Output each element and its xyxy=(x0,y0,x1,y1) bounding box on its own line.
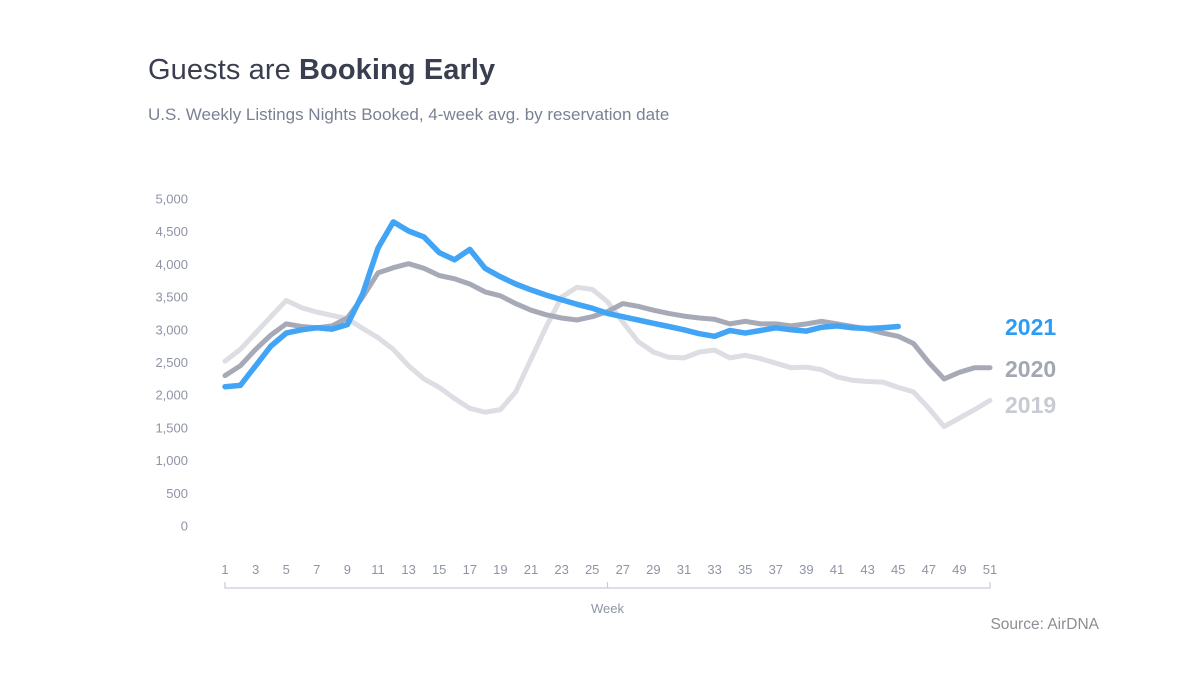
line-2020 xyxy=(222,261,993,382)
y-tick-label: 500 xyxy=(166,486,188,501)
y-tick-label: 2,000 xyxy=(155,388,188,403)
x-tick-label: 29 xyxy=(646,562,660,577)
x-tick-label: 33 xyxy=(707,562,721,577)
x-tick-label: 37 xyxy=(769,562,783,577)
x-tick-label: 51 xyxy=(983,562,997,577)
x-axis-line xyxy=(224,582,991,589)
x-tick-label: 49 xyxy=(952,562,966,577)
x-tick-label: 45 xyxy=(891,562,905,577)
legend-item-2021: 2021 xyxy=(1005,314,1057,340)
y-tick-label: 0 xyxy=(181,519,188,534)
legend-item-2020: 2020 xyxy=(1005,356,1057,382)
x-tick-label: 1 xyxy=(221,562,228,577)
x-tick-label: 23 xyxy=(554,562,568,577)
chart-subtitle: U.S. Weekly Listings Nights Booked, 4-we… xyxy=(148,105,670,124)
y-tick-label: 2,500 xyxy=(155,355,188,370)
x-tick-label: 21 xyxy=(524,562,538,577)
page-title: Guests are Booking Early xyxy=(148,52,495,88)
page-title-bold: Booking Early xyxy=(299,54,496,86)
page-title-regular: Guests are xyxy=(148,54,299,86)
x-tick-label: 7 xyxy=(313,562,320,577)
x-tick-label: 11 xyxy=(371,562,385,577)
y-tick-label: 4,000 xyxy=(155,257,188,272)
x-tick-label: 15 xyxy=(432,562,446,577)
x-tick-label: 13 xyxy=(401,562,415,577)
x-tick-label: 19 xyxy=(493,562,507,577)
y-tick-label: 3,500 xyxy=(155,290,188,305)
y-tick-label: 1,000 xyxy=(155,453,188,468)
x-tick-label: 31 xyxy=(677,562,691,577)
source-credit: Source: AirDNA xyxy=(990,616,1099,633)
x-tick-label: 17 xyxy=(463,562,477,577)
x-tick-label: 39 xyxy=(799,562,813,577)
x-tick-label: 43 xyxy=(860,562,874,577)
x-tick-label: 47 xyxy=(922,562,936,577)
x-axis-title: Week xyxy=(591,601,624,616)
x-tick-label: 5 xyxy=(283,562,290,577)
line-2019 xyxy=(222,284,993,430)
y-tick-label: 3,000 xyxy=(155,322,188,337)
x-tick-label: 27 xyxy=(616,562,630,577)
y-tick-label: 4,500 xyxy=(155,224,188,239)
x-tick-label: 35 xyxy=(738,562,752,577)
line-2021 xyxy=(222,219,901,390)
y-tick-label: 1,500 xyxy=(155,420,188,435)
legend-item-2019: 2019 xyxy=(1005,392,1057,418)
x-tick-label: 3 xyxy=(252,562,259,577)
x-tick-label: 41 xyxy=(830,562,844,577)
x-tick-label: 9 xyxy=(344,562,351,577)
x-tick-label: 25 xyxy=(585,562,599,577)
y-tick-label: 5,000 xyxy=(155,192,188,207)
